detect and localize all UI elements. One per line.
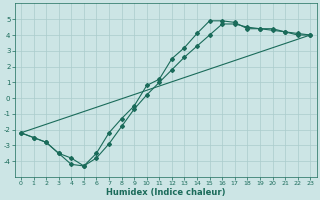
X-axis label: Humidex (Indice chaleur): Humidex (Indice chaleur): [106, 188, 225, 197]
